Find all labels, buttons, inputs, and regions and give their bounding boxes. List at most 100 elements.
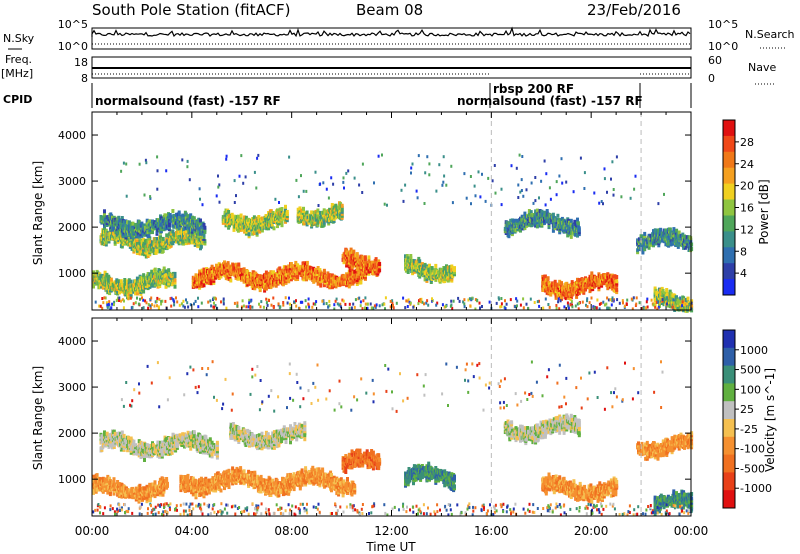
echo-cell [690, 303, 694, 308]
echo-cell [443, 279, 447, 283]
echo-cell [302, 208, 305, 213]
echo-cell [137, 219, 141, 224]
echo-cell [164, 299, 167, 303]
echo-cell [316, 266, 320, 270]
echo-cell [155, 299, 158, 303]
echo-cell [520, 214, 524, 219]
echo-cell [364, 302, 367, 306]
echo-cell [101, 297, 104, 300]
echo-cell [319, 283, 323, 288]
echo-cell [136, 248, 140, 253]
echo-cell [647, 233, 651, 238]
echo-cell [256, 273, 259, 278]
echo-cell [127, 297, 130, 301]
echo-cell [653, 302, 657, 307]
echo-cell [280, 207, 284, 211]
echo-cell [352, 279, 356, 284]
echo-cell [474, 298, 477, 302]
echo-cell [558, 281, 562, 286]
echo-cell [326, 271, 330, 276]
echo-cell [334, 284, 338, 289]
echo-cell [267, 226, 271, 231]
freq-label-1: Freq. [5, 53, 32, 66]
echo-cell [264, 270, 268, 275]
echo-cell [278, 268, 282, 273]
echo-cell [191, 215, 194, 220]
echo-cell [144, 254, 148, 259]
echo-cell [590, 271, 594, 276]
echo-cell [660, 233, 663, 238]
echo-cell [606, 296, 609, 300]
echo-cell [223, 262, 227, 267]
echo-cell [289, 277, 293, 282]
echo-cell [647, 245, 651, 250]
echo-cell [159, 225, 163, 229]
station-title: South Pole Station (fitACF) [92, 1, 290, 19]
echo-cell [175, 226, 179, 231]
echo-cell [179, 237, 183, 242]
echo-cell [105, 301, 108, 305]
echo-cell [350, 306, 353, 310]
echo-cell [341, 273, 345, 278]
echo-cell [177, 230, 181, 235]
echo-cell [655, 300, 658, 304]
echo-cell [649, 233, 653, 238]
echo-cell [681, 232, 685, 237]
echo-cell [270, 222, 274, 227]
echo-cell [334, 203, 338, 208]
echo-cell [184, 228, 188, 233]
echo-cell [261, 222, 265, 227]
echo-cell [184, 212, 188, 217]
echo-cell [119, 218, 122, 223]
echo-cell [312, 268, 316, 273]
echo-cell [287, 277, 291, 282]
echo-cell [547, 225, 551, 230]
echo-cell [165, 273, 169, 277]
echo-cell [162, 281, 166, 286]
echo-cell [522, 297, 525, 301]
echo-cell [597, 283, 601, 287]
echo-cell [668, 289, 672, 294]
echo-cell [289, 262, 293, 266]
echo-cell [354, 298, 357, 302]
echo-cell [126, 279, 129, 284]
echo-cell [535, 224, 539, 229]
echo-cell [316, 222, 320, 227]
echo-cell [593, 275, 597, 280]
echo-cell [453, 266, 456, 271]
echo-cell [374, 257, 378, 262]
nsearch-label: N.Search [745, 28, 795, 41]
echo-cell [541, 274, 545, 279]
echo-cell [224, 223, 228, 228]
echo-cell [546, 216, 550, 221]
echo-cell [150, 247, 154, 252]
nsky-tick-bottom: 10^0 [58, 40, 88, 53]
echo-cell [289, 275, 293, 280]
echo-cell [687, 239, 691, 244]
echo-cell [312, 279, 316, 284]
echo-cell [551, 228, 555, 233]
echo-cell [421, 273, 425, 278]
echo-cell [112, 215, 116, 220]
echo-cell [666, 303, 670, 308]
echo-cell [543, 210, 546, 215]
echo-cell [148, 284, 152, 289]
echo-cell [675, 295, 678, 300]
echo-cell [230, 212, 234, 217]
echo-cell [271, 211, 275, 215]
echo-cell [662, 239, 666, 244]
echo-cell [148, 272, 152, 277]
echo-cell [540, 209, 544, 214]
echo-cell [533, 301, 536, 304]
echo-cell [137, 222, 141, 227]
cpid-row: CPID normalsound (fast) -157 RF rbsp 200… [3, 82, 692, 108]
echo-cell [364, 296, 367, 300]
echo-cell [143, 252, 146, 257]
echo-cell [631, 307, 634, 311]
echo-cell [346, 263, 349, 268]
echo-cell [287, 275, 291, 280]
echo-cell [529, 210, 533, 215]
echo-cell [269, 285, 273, 290]
echo-cell [214, 304, 217, 308]
